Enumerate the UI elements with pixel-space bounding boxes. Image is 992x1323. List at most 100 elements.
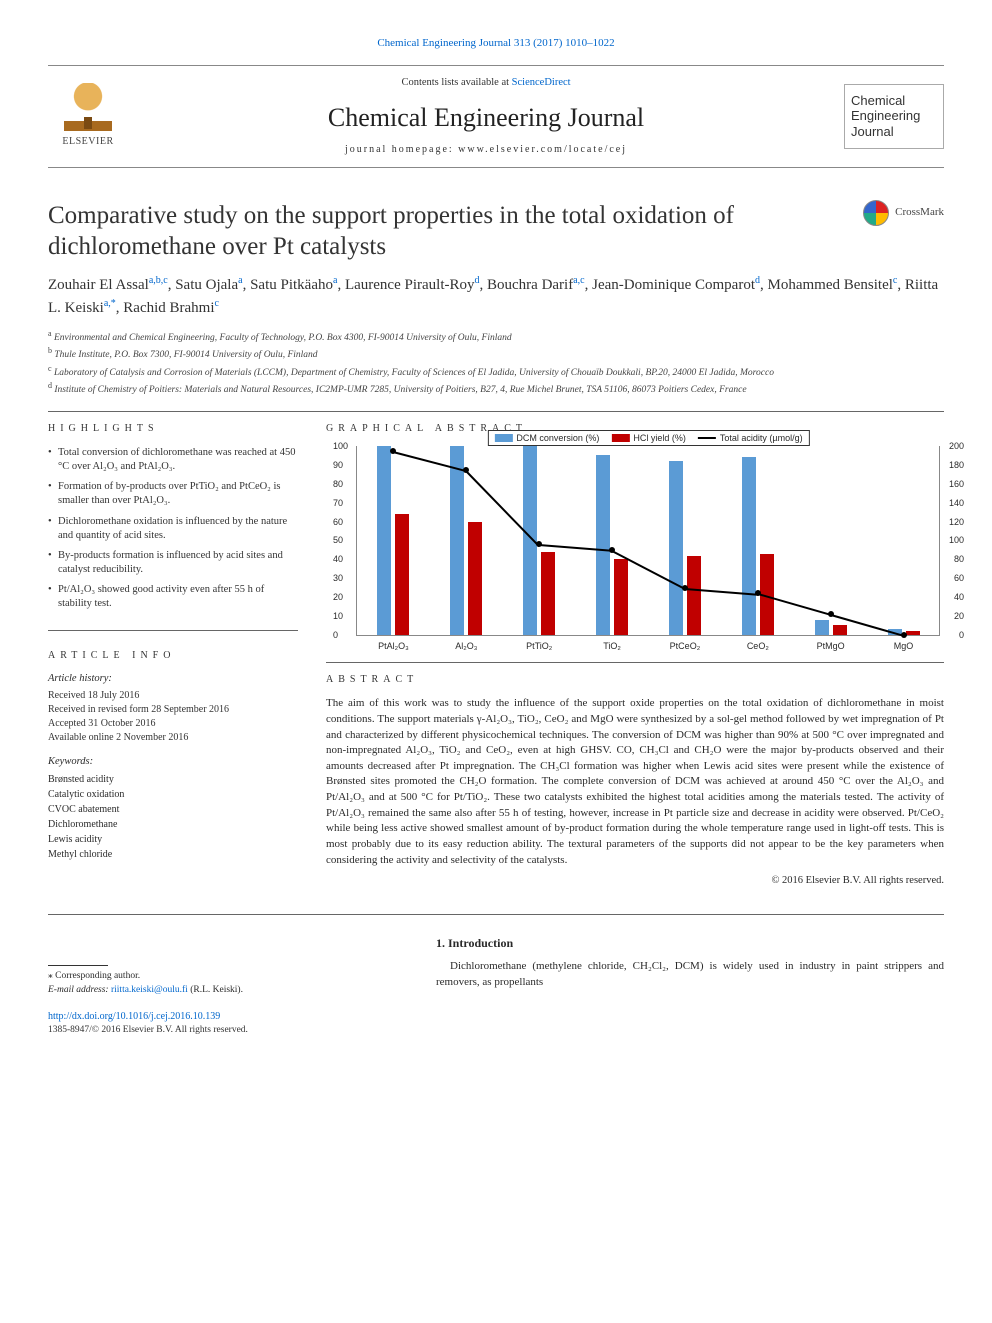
divider (48, 630, 298, 631)
ytick-left: 50 (333, 534, 343, 546)
elsevier-tree-icon (64, 83, 112, 131)
keyword: Lewis acidity (48, 832, 298, 847)
author: Laurence Pirault-Royd (345, 277, 480, 293)
bar-group: TiO₂ (576, 446, 649, 635)
bar-group: PtAl₂O₃ (357, 446, 430, 635)
chart-xlabel: CeO₂ (747, 640, 769, 652)
author: Mohammed Bensitelc (768, 277, 898, 293)
line-point (901, 632, 907, 638)
chart-xlabel: PtCeO₂ (670, 640, 701, 652)
corresponding-author-note: ⁎ Corresponding author. (48, 970, 408, 984)
author-affil-marker: d (475, 275, 480, 286)
ytick-right: 160 (949, 478, 964, 490)
chart-xlabel: PtAl₂O₃ (378, 640, 409, 652)
footer-divider (48, 914, 944, 915)
ytick-left: 80 (333, 478, 343, 490)
bar-hcl (468, 522, 482, 635)
highlight-item: Pt/Al₂O₃ showed good activity even after… (48, 583, 298, 611)
crossmark-badge[interactable]: CrossMark (863, 200, 944, 226)
citation-line[interactable]: Chemical Engineering Journal 313 (2017) … (48, 36, 944, 51)
sciencedirect-link[interactable]: ScienceDirect (512, 77, 571, 88)
highlight-item: By-products formation is influenced by a… (48, 549, 298, 577)
author-affil-marker: a (333, 275, 337, 286)
affiliation: b Thule Institute, P.O. Box 7300, FI-900… (48, 345, 944, 362)
crossmark-label: CrossMark (895, 205, 944, 220)
highlight-item: Formation of by-products over PtTiO₂ and… (48, 480, 298, 508)
bar-dcm (669, 461, 683, 635)
author-affil-marker: a,b,c (149, 275, 168, 286)
bar-hcl (906, 631, 920, 635)
legend-label: Total acidity (µmol/g) (720, 432, 803, 444)
ytick-right: 0 (959, 629, 964, 641)
author-affil-marker: a,* (104, 298, 116, 309)
author: Zouhair El Assala,b,c (48, 277, 168, 293)
abstract-text: The aim of this work was to study the in… (326, 696, 944, 868)
author: Satu Pitkäahoa (250, 277, 337, 293)
doi-link[interactable]: http://dx.doi.org/10.1016/j.cej.2016.10.… (48, 1010, 408, 1025)
bar-hcl (395, 514, 409, 635)
keyword: Methyl chloride (48, 847, 298, 862)
crossmark-icon (863, 200, 889, 226)
bar-hcl (833, 625, 847, 634)
divider (48, 411, 944, 412)
contents-text: Contents lists available at (401, 77, 511, 88)
ytick-right: 80 (954, 553, 964, 565)
author: Jean-Dominique Comparotd (592, 277, 760, 293)
line-point (682, 585, 688, 591)
ytick-left: 70 (333, 497, 343, 509)
line-point (755, 590, 761, 596)
ytick-left: 60 (333, 515, 343, 527)
author-list: Zouhair El Assala,b,c, Satu Ojalaa, Satu… (48, 274, 944, 320)
keywords-list: Brønsted acidityCatalytic oxidationCVOC … (48, 772, 298, 862)
ytick-right: 100 (949, 534, 964, 546)
legend-label: DCM conversion (%) (516, 432, 599, 444)
bar-hcl (541, 552, 555, 635)
ytick-left: 20 (333, 591, 343, 603)
legend-item: HCl yield (%) (611, 432, 686, 444)
journal-header: ELSEVIER Contents lists available at Sci… (48, 65, 944, 168)
introduction-text: Dichloromethane (methylene chloride, CH₂… (436, 959, 944, 990)
article-history-body: Received 18 July 2016 Received in revise… (48, 689, 298, 745)
legend-label: HCl yield (%) (633, 432, 686, 444)
journal-homepage-line[interactable]: journal homepage: www.elsevier.com/locat… (138, 143, 834, 157)
introduction-heading: 1. Introduction (436, 935, 944, 951)
ytick-left: 10 (333, 610, 343, 622)
chart-xlabel: Al₂O₃ (455, 640, 477, 652)
abstract-copyright: © 2016 Elsevier B.V. All rights reserved… (326, 874, 944, 888)
article-history-head: Article history: (48, 672, 298, 686)
highlight-item: Dichloromethane oxidation is influenced … (48, 515, 298, 543)
corresponding-email-line: E-mail address: riitta.keiski@oulu.fi (R… (48, 984, 408, 998)
bar-dcm (596, 455, 610, 635)
ytick-right: 180 (949, 459, 964, 471)
ytick-left: 0 (333, 629, 338, 641)
email-suffix: (R.L. Keiski). (188, 985, 243, 995)
keyword: Brønsted acidity (48, 772, 298, 787)
line-point (828, 611, 834, 617)
author: Bouchra Darifa,c (487, 277, 585, 293)
email-label: E-mail address: (48, 985, 111, 995)
ytick-right: 200 (949, 440, 964, 452)
ytick-left: 30 (333, 572, 343, 584)
article-info-heading: ARTICLE INFO (48, 649, 298, 663)
ytick-left: 90 (333, 459, 343, 471)
line-point (609, 547, 615, 553)
journal-name: Chemical Engineering Journal (138, 100, 834, 135)
ytick-left: 40 (333, 553, 343, 565)
journal-cover-thumb: Chemical Engineering Journal (844, 84, 944, 149)
author-affil-marker: a (238, 275, 242, 286)
chart-xlabel: PtTiO₂ (526, 640, 552, 652)
bar-hcl (687, 556, 701, 635)
history-accepted: Accepted 31 October 2016 (48, 717, 298, 731)
affiliation: a Environmental and Chemical Engineering… (48, 328, 944, 345)
affiliation: d Institute of Chemistry of Poitiers: Ma… (48, 380, 944, 397)
graphical-abstract-chart: DCM conversion (%)HCl yield (%)Total aci… (356, 446, 940, 636)
keyword: CVOC abatement (48, 802, 298, 817)
corresponding-email-link[interactable]: riitta.keiski@oulu.fi (111, 985, 188, 995)
article-title: Comparative study on the support propert… (48, 200, 845, 263)
bar-group: MgO (867, 446, 940, 635)
highlights-list: Total conversion of dichloromethane was … (48, 446, 298, 612)
legend-swatch (698, 437, 716, 439)
chart-xlabel: PtMgO (817, 640, 845, 652)
author: Satu Ojalaa (175, 277, 242, 293)
affiliation-list: a Environmental and Chemical Engineering… (48, 328, 944, 398)
